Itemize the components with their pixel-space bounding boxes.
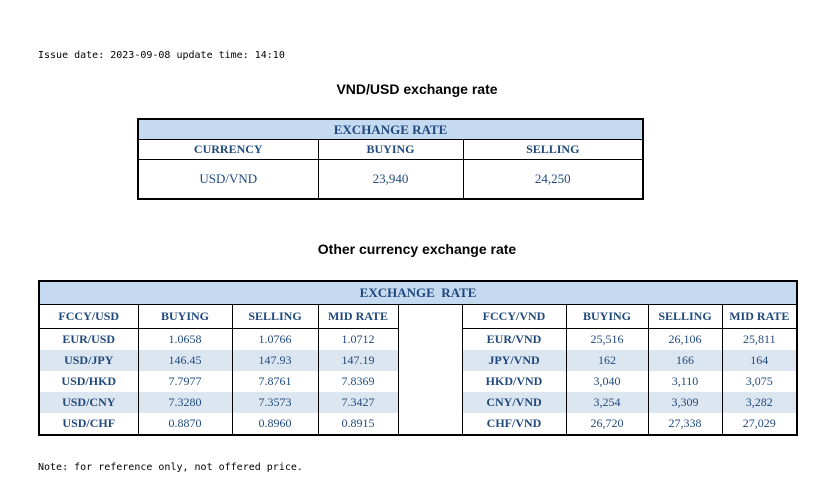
table-row: USD/CNY 7.3280 7.3573 7.3427 CNY/VND 3,2… [38, 392, 798, 413]
other-table-title: Other currency exchange rate [317, 241, 517, 257]
mid-rate-cell: 0.8915 [317, 413, 399, 435]
selling-rate-cell: 1.0766 [231, 328, 319, 350]
selling-rate-cell: 3,110 [647, 371, 723, 392]
mid-rate-cell: 25,811 [721, 328, 798, 350]
currency-pair-cell: CHF/VND [461, 413, 567, 435]
column-header-selling-left: SELLING [231, 304, 319, 329]
buying-rate-cell: 25,516 [565, 328, 649, 350]
reference-note: Note: for reference only, not offered pr… [38, 462, 303, 473]
column-header-buying-right: BUYING [565, 304, 649, 329]
table-header-row: CURRENCY BUYING SELLING [137, 139, 644, 160]
selling-rate-cell: 27,338 [647, 413, 723, 435]
selling-rate-cell: 0.8960 [231, 413, 319, 435]
column-header-buying-left: BUYING [137, 304, 233, 329]
table-row: EUR/USD 1.0658 1.0766 1.0712 EUR/VND 25,… [38, 328, 798, 350]
selling-rate-cell: 24,250 [462, 159, 644, 200]
mid-rate-cell: 164 [721, 350, 798, 371]
mid-rate-cell: 27,029 [721, 413, 798, 435]
column-header-selling: SELLING [462, 139, 644, 160]
selling-rate-cell: 7.3573 [231, 392, 319, 413]
currency-pair-cell: USD/VND [137, 159, 319, 200]
column-header-currency: CURRENCY [137, 139, 319, 160]
currency-pair-cell: HKD/VND [461, 371, 567, 392]
table-caption-row: EXCHANGE RATE [38, 280, 798, 305]
mid-rate-cell: 1.0712 [317, 328, 399, 350]
table-caption-row: EXCHANGE RATE [137, 118, 644, 140]
table-row: USD/JPY 146.45 147.93 147.19 JPY/VND 162… [38, 350, 798, 371]
buying-rate-cell: 3,040 [565, 371, 649, 392]
column-header-buying: BUYING [317, 139, 464, 160]
column-header-midrate-left: MID RATE [317, 304, 399, 329]
buying-rate-cell: 146.45 [137, 350, 233, 371]
selling-rate-cell: 147.93 [231, 350, 319, 371]
selling-rate-cell: 7.8761 [231, 371, 319, 392]
currency-pair-cell: USD/JPY [38, 350, 139, 371]
buying-rate-cell: 3,254 [565, 392, 649, 413]
buying-rate-cell: 7.3280 [137, 392, 233, 413]
mid-rate-cell: 147.19 [317, 350, 399, 371]
buying-rate-cell: 1.0658 [137, 328, 233, 350]
buying-rate-cell: 26,720 [565, 413, 649, 435]
table-caption: EXCHANGE RATE [38, 280, 798, 305]
currency-pair-cell: USD/HKD [38, 371, 139, 392]
currency-pair-cell: USD/CNY [38, 392, 139, 413]
buying-rate-cell: 0.8870 [137, 413, 233, 435]
currency-pair-cell: CNY/VND [461, 392, 567, 413]
selling-rate-cell: 3,309 [647, 392, 723, 413]
table-caption: EXCHANGE RATE [137, 118, 644, 140]
currency-pair-cell: EUR/VND [461, 328, 567, 350]
selling-rate-cell: 26,106 [647, 328, 723, 350]
table-row: USD/HKD 7.7977 7.8761 7.8369 HKD/VND 3,0… [38, 371, 798, 392]
column-header-fccy-vnd: FCCY/VND [461, 304, 567, 329]
currency-pair-cell: EUR/USD [38, 328, 139, 350]
column-header-fccy-usd: FCCY/USD [38, 304, 139, 329]
buying-rate-cell: 162 [565, 350, 649, 371]
table-row: USD/CHF 0.8870 0.8960 0.8915 CHF/VND 26,… [38, 413, 798, 435]
mid-rate-cell: 7.8369 [317, 371, 399, 392]
issue-date-line: Issue date: 2023-09-08 update time: 14:1… [38, 50, 285, 61]
buying-rate-cell: 7.7977 [137, 371, 233, 392]
currency-pair-cell: JPY/VND [461, 350, 567, 371]
selling-rate-cell: 166 [647, 350, 723, 371]
mid-rate-cell: 3,075 [721, 371, 798, 392]
currency-pair-cell: USD/CHF [38, 413, 139, 435]
column-header-midrate-right: MID RATE [721, 304, 798, 329]
table-row: USD/VND 23,940 24,250 [137, 159, 644, 200]
table-gap-spacer [397, 304, 463, 435]
other-currency-exchange-rate-table: EXCHANGE RATE FCCY/USD BUYING SELLING MI… [38, 280, 799, 436]
mid-rate-cell: 3,282 [721, 392, 798, 413]
usd-vnd-exchange-rate-table: EXCHANGE RATE CURRENCY BUYING SELLING US… [137, 118, 645, 200]
usd-table-title: VND/USD exchange rate [336, 81, 498, 97]
column-header-selling-right: SELLING [647, 304, 723, 329]
buying-rate-cell: 23,940 [317, 159, 464, 200]
table-header-row: FCCY/USD BUYING SELLING MID RATE FCCY/VN… [38, 304, 798, 435]
mid-rate-cell: 7.3427 [317, 392, 399, 413]
